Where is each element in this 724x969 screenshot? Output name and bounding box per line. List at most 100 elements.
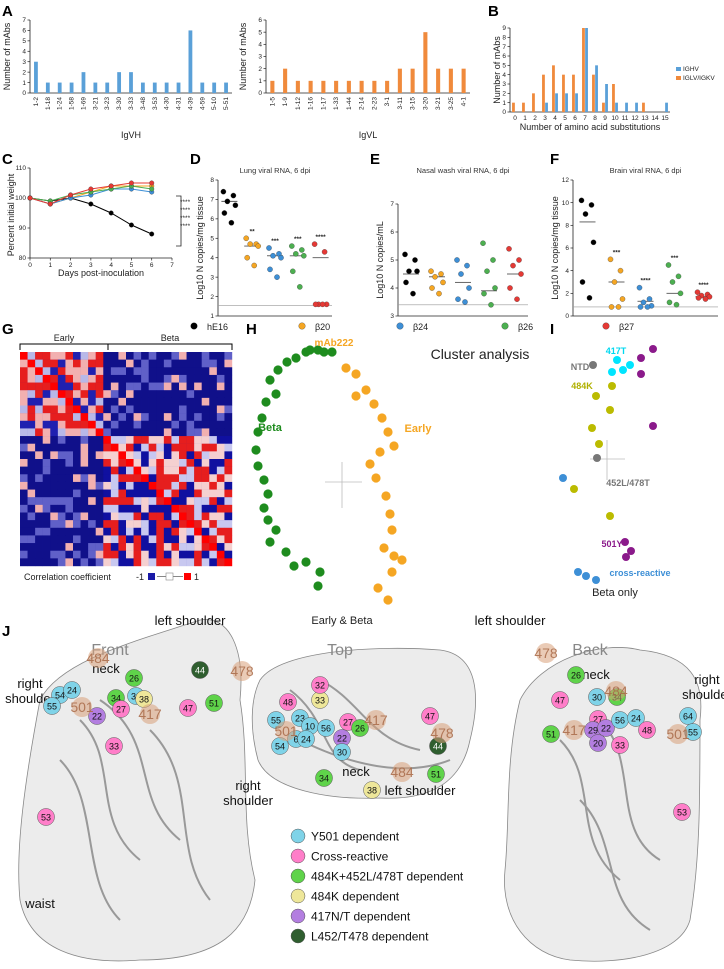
cluster-h-label-beta: Beta	[258, 422, 283, 434]
heatmap-cell	[118, 474, 127, 483]
heatmap-cell	[95, 443, 104, 452]
heatmap-cell	[42, 535, 51, 544]
heatmap-cell	[57, 520, 66, 528]
heatmap-cell	[194, 481, 202, 490]
chart-f-sig-label: ***	[613, 249, 621, 256]
heatmap-cell	[216, 527, 225, 536]
chart-f-ytick-label: 2	[565, 291, 569, 298]
heatmap-cell	[186, 443, 195, 452]
structure-mutation-blob	[88, 648, 108, 668]
structure-epitope-ball	[205, 694, 223, 712]
heatmap-cell	[27, 543, 36, 551]
heatmap-cell	[88, 413, 96, 421]
heatmap-cell	[126, 527, 134, 536]
heatmap-cell	[42, 374, 51, 383]
heatmap-cell	[126, 481, 134, 490]
heatmap-cell	[141, 420, 149, 429]
heatmap-cell	[103, 474, 112, 483]
heatmap-cell	[186, 497, 195, 506]
chart-A1-bar	[200, 82, 205, 93]
structure-label-right-shoulder: right	[17, 676, 43, 691]
chart-nasal: 3 4 5 6 7 Nasal wash viral RNA, 6 dpi Log10 N …	[375, 166, 528, 320]
legend-def: hE16 β20 β24 β26 β27	[190, 322, 634, 332]
heatmap-cell	[50, 428, 59, 437]
chart-d-point	[299, 247, 305, 253]
heatmap-cell	[65, 543, 74, 551]
chart-e-point	[480, 240, 486, 246]
heatmap-cell	[179, 558, 187, 567]
chart-B-xtick-label: 5	[563, 115, 567, 122]
chart-c-xlabel: Days post-inoculation	[58, 268, 144, 278]
structure-mutation-blob	[606, 681, 626, 701]
chart-B-ytick-label: 1	[502, 100, 506, 107]
structure-mutation-label: 484	[604, 683, 628, 699]
heatmap-cell	[194, 489, 202, 498]
heatmap-cell	[80, 459, 89, 467]
heatmap-cell	[42, 459, 51, 467]
chart-A1-xtick-label: 4-30	[164, 97, 171, 110]
chart-B-xtick-label: 8	[593, 115, 597, 122]
heatmap-cell	[194, 520, 202, 528]
heatmap-cell	[148, 374, 157, 383]
heatmap-cell	[163, 397, 172, 406]
chart-d-point	[220, 188, 227, 195]
heatmap-cell	[126, 413, 134, 421]
heatmap-cell	[73, 359, 81, 368]
structure-epitope-number: 22	[337, 734, 347, 744]
chart-B-ytick-label: 5	[502, 63, 506, 70]
heatmap-cell	[80, 390, 89, 399]
heatmap-cell	[65, 397, 74, 406]
heatmap-cell	[88, 390, 96, 399]
heatmap-cell	[118, 535, 127, 544]
chart-f-point	[669, 279, 676, 285]
heatmap-cell	[163, 374, 172, 383]
structure-mutation-label: 417	[562, 722, 586, 738]
chart-e-ytick-label: 4	[390, 285, 394, 292]
cluster-i-point	[649, 422, 657, 430]
heatmap-cell	[133, 512, 142, 521]
chart-A1-xtick-label: 1-2	[33, 97, 40, 107]
structure-mutation-label: 478	[430, 725, 454, 741]
heatmap-cell	[179, 405, 187, 414]
chart-c-sig-label: ****	[180, 223, 191, 230]
cluster-i-label-501: 501Y	[601, 539, 622, 549]
heatmap-cell	[80, 413, 89, 421]
heatmap-cell	[73, 420, 81, 429]
cluster-early-beta: mAb222 Beta Early Cluster analysis Early & B…	[251, 338, 529, 627]
chart-B-bar	[612, 84, 615, 112]
cluster-h-point-beta	[305, 345, 315, 355]
heatmap-cell	[216, 420, 225, 429]
cluster-h-point-early	[397, 555, 407, 565]
heatmap-cell	[141, 497, 149, 506]
heatmap-cell	[156, 527, 165, 536]
heatmap-cell	[80, 451, 89, 460]
heatmap-cell	[42, 413, 51, 421]
heatmap-cell	[57, 489, 66, 498]
chart-B-xtick-label: 7	[583, 115, 587, 122]
heatmap-cell	[194, 359, 202, 368]
heatmap-cell	[57, 413, 66, 421]
heatmap-cell	[50, 359, 59, 368]
heatmap-cell	[110, 481, 119, 490]
heatmap-cell	[118, 420, 127, 429]
structure-label-top: Top	[327, 642, 353, 659]
heatmap-cell	[73, 481, 81, 490]
heatmap-cell	[194, 512, 202, 521]
heatmap-cell	[35, 428, 43, 437]
cluster-i-point	[595, 440, 603, 448]
chart-A1-bar	[105, 82, 110, 93]
heatmap-cell	[201, 359, 210, 368]
heatmap-cell	[35, 436, 43, 444]
heatmap-cbar-blue	[148, 573, 155, 580]
chart-B-ytick-label: 7	[502, 44, 506, 51]
chart-e-ylabel: Log10 N copies/mL	[375, 221, 385, 299]
chart-A1-xtick-label: 3-21	[92, 97, 99, 110]
heatmap-cell	[50, 535, 59, 544]
heatmap-cell	[20, 512, 28, 521]
heatmap-cell	[88, 436, 96, 444]
heatmap-cell	[141, 405, 149, 414]
heatmap-cell	[163, 390, 172, 399]
heatmap-cell	[80, 466, 89, 475]
heatmap-cell	[186, 367, 195, 376]
heatmap-cell	[35, 527, 43, 536]
